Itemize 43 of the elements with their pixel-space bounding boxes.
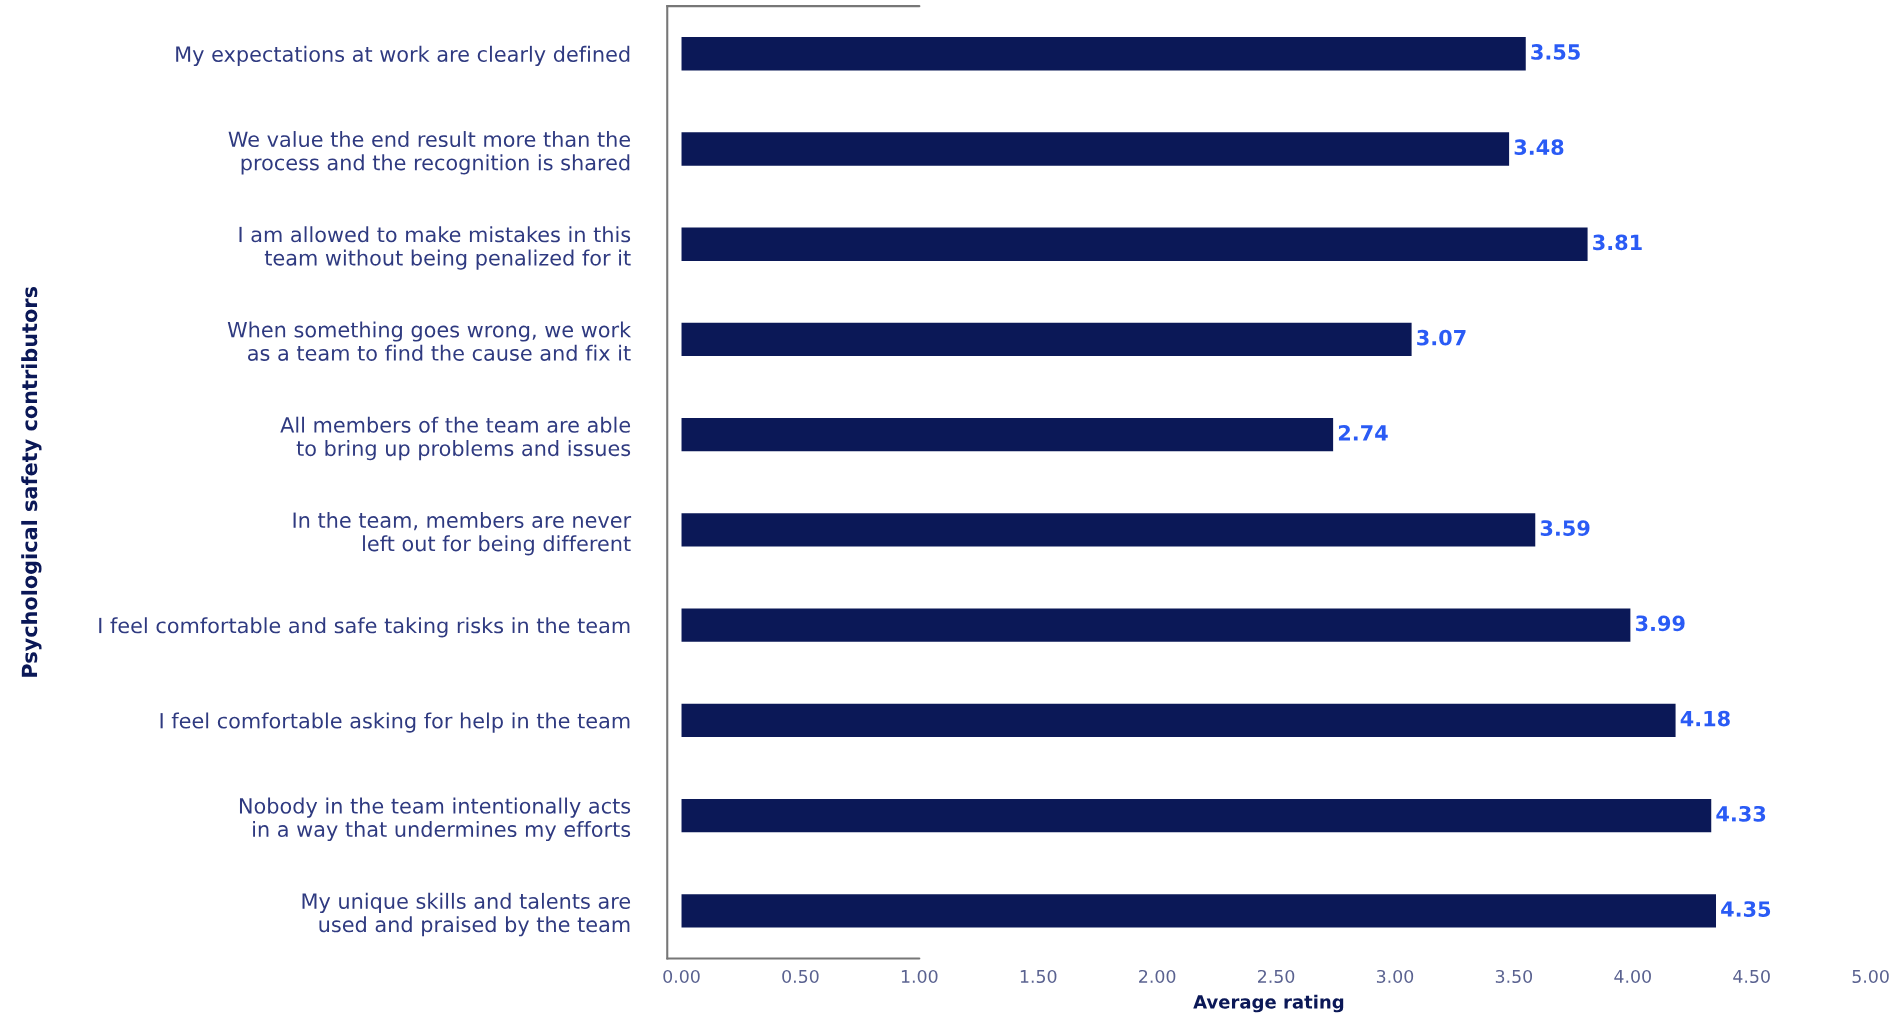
data-label: 3.99 (1635, 615, 1685, 632)
bar (681, 132, 1510, 166)
data-label: 4.35 (1721, 901, 1771, 917)
data-label: 3.55 (1531, 44, 1580, 60)
data-label: 3.07 (1417, 329, 1466, 346)
bar (681, 894, 1717, 928)
data-label: 3.48 (1514, 139, 1564, 156)
y-axis-title: Psychological safety contributors (21, 286, 42, 677)
data-label: 2.74 (1338, 424, 1388, 441)
x-tick-label: 1.50 (1020, 969, 1057, 984)
x-tick-label: 0.50 (782, 969, 819, 984)
x-tick-label: 4.00 (1614, 969, 1651, 984)
y-tick-label: When something goes wrong, we work as a team to find the cause and fix it (227, 321, 632, 361)
y-tick-label: I feel comfortable and safe taking risks in the team (99, 617, 630, 638)
data-label: 4.18 (1680, 710, 1730, 727)
bar (681, 37, 1526, 71)
x-axis-title: Average rating (1193, 994, 1344, 1013)
y-tick-label: All members of the team are able to bring up problems and issues (280, 416, 631, 461)
bar (681, 418, 1334, 452)
y-tick-label: I am allowed to make mistakes in this team without being penalized for it (239, 226, 631, 270)
x-tick-label: 2.50 (1258, 969, 1295, 984)
bar (681, 703, 1676, 738)
bar (681, 322, 1412, 357)
x-tick-label: 2.00 (1139, 969, 1176, 984)
x-tick-label: 3.00 (1376, 969, 1414, 984)
x-tick-label: 5.00 (1852, 969, 1889, 984)
y-tick-label: My expectations at work are clearly defined (176, 45, 630, 67)
x-tick-label: 0.00 (663, 969, 700, 984)
bar (681, 227, 1588, 261)
y-tick-label: We value the end result more than the process and the recognition is shared (228, 131, 631, 175)
data-label: 4.33 (1716, 805, 1766, 822)
x-tick-label: 4.50 (1733, 969, 1770, 984)
y-tick-label: My unique skills and talents are used and praised by the team (302, 892, 631, 937)
x-tick-label: 1.00 (901, 969, 938, 984)
bar (681, 608, 1631, 642)
bar (681, 798, 1712, 833)
data-label: 3.59 (1540, 520, 1590, 536)
x-tick-label: 3.50 (1495, 969, 1533, 984)
y-tick-label: In the team, members are never left out for being different (293, 511, 632, 556)
data-label: 3.81 (1593, 234, 1642, 251)
y-tick-label: Nobody in the team intentionally acts in a way that undermines my efforts (239, 797, 631, 842)
y-tick-label: I feel comfortable asking for help in the team (160, 712, 630, 733)
bar (681, 513, 1536, 547)
